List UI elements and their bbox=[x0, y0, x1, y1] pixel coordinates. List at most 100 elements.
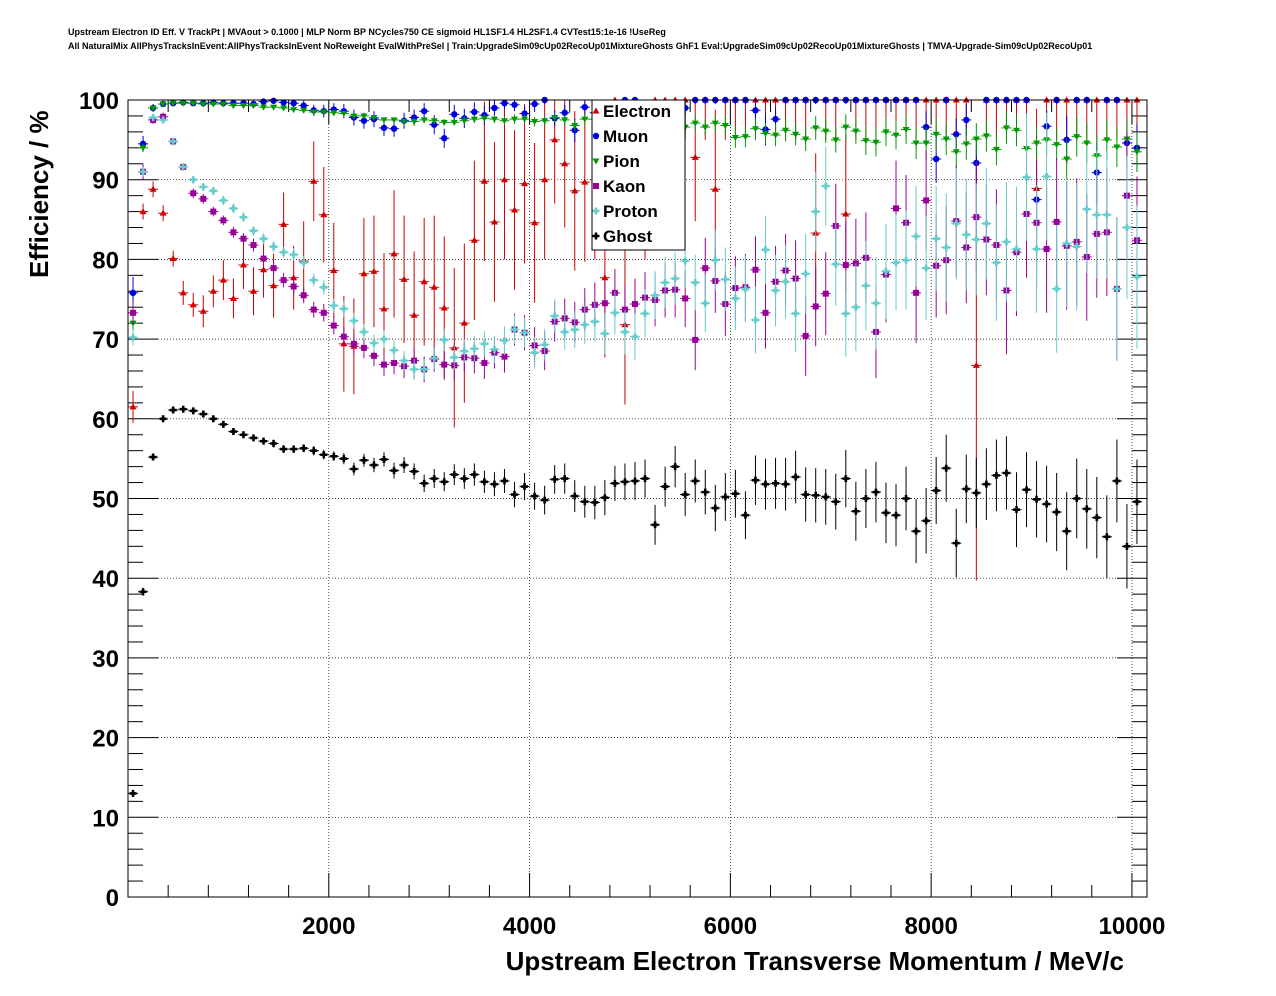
data-point bbox=[330, 267, 338, 274]
data-point bbox=[139, 208, 147, 215]
data-point bbox=[721, 275, 729, 283]
data-point bbox=[611, 479, 619, 487]
data-point bbox=[450, 119, 458, 126]
data-point bbox=[852, 507, 860, 515]
data-point bbox=[491, 104, 498, 112]
data-point bbox=[340, 455, 348, 463]
data-point bbox=[239, 431, 247, 439]
data-point bbox=[430, 283, 438, 290]
data-point bbox=[350, 340, 357, 347]
data-point bbox=[370, 267, 378, 274]
data-point bbox=[340, 333, 347, 340]
data-point bbox=[249, 227, 257, 235]
data-point bbox=[561, 328, 569, 336]
data-point bbox=[741, 134, 749, 141]
data-point bbox=[942, 136, 950, 143]
data-point bbox=[300, 444, 308, 452]
data-point bbox=[832, 498, 840, 506]
data-point bbox=[480, 115, 488, 122]
data-point bbox=[450, 353, 458, 361]
data-point bbox=[601, 494, 609, 502]
data-point bbox=[762, 130, 770, 137]
data-point bbox=[721, 123, 729, 130]
data-point bbox=[460, 118, 468, 125]
data-point bbox=[1033, 495, 1041, 503]
data-point bbox=[551, 136, 559, 143]
data-point bbox=[360, 344, 367, 351]
legend-label-proton: Proton bbox=[603, 202, 658, 221]
data-point bbox=[440, 336, 448, 344]
legend-box bbox=[591, 99, 686, 251]
data-point bbox=[741, 511, 749, 519]
data-point bbox=[129, 403, 137, 410]
data-point bbox=[200, 195, 207, 202]
data-point bbox=[1133, 498, 1141, 506]
data-point bbox=[691, 153, 699, 160]
data-point bbox=[541, 496, 549, 504]
data-point bbox=[923, 197, 930, 204]
data-point bbox=[832, 137, 840, 144]
data-point bbox=[139, 588, 147, 596]
data-point bbox=[752, 107, 759, 114]
data-point bbox=[130, 309, 137, 316]
data-point bbox=[862, 282, 870, 290]
data-point bbox=[1113, 144, 1121, 151]
data-point bbox=[360, 113, 368, 120]
data-point bbox=[551, 115, 559, 122]
data-point bbox=[762, 480, 770, 488]
data-point bbox=[199, 183, 207, 191]
data-point bbox=[310, 109, 318, 116]
data-point bbox=[892, 259, 900, 267]
data-point bbox=[1063, 527, 1071, 535]
data-point bbox=[280, 248, 288, 256]
data-point bbox=[179, 289, 187, 296]
y-tick-label: 10 bbox=[92, 805, 119, 832]
data-point bbox=[992, 259, 1000, 267]
data-point bbox=[169, 137, 177, 145]
data-point bbox=[772, 132, 780, 139]
data-point bbox=[892, 511, 900, 519]
data-point bbox=[440, 119, 448, 126]
data-point bbox=[430, 118, 438, 125]
data-point bbox=[420, 365, 428, 373]
data-point bbox=[1073, 134, 1081, 141]
data-point bbox=[1043, 500, 1051, 508]
data-point bbox=[1073, 495, 1081, 502]
data-point bbox=[521, 329, 529, 337]
data-point bbox=[631, 333, 639, 341]
data-point bbox=[842, 124, 850, 131]
data-point bbox=[350, 317, 358, 325]
data-point bbox=[139, 145, 147, 152]
data-point bbox=[129, 789, 137, 797]
data-point bbox=[802, 491, 810, 499]
data-point bbox=[310, 447, 318, 455]
legend-label-muon: Muon bbox=[603, 127, 648, 146]
data-point bbox=[952, 539, 960, 547]
data-point bbox=[882, 267, 890, 275]
data-point bbox=[330, 322, 337, 329]
data-point bbox=[902, 126, 910, 133]
data-point bbox=[460, 347, 468, 355]
data-point bbox=[1012, 127, 1020, 134]
data-point bbox=[1063, 239, 1071, 247]
data-point bbox=[561, 117, 569, 124]
data-point bbox=[893, 205, 900, 212]
data-point bbox=[270, 282, 278, 289]
data-point bbox=[772, 286, 780, 294]
legend-marker-kaon bbox=[593, 183, 599, 189]
data-point bbox=[239, 213, 247, 221]
data-point bbox=[189, 301, 197, 308]
x-axis-label: Upstream Electron Transverse Momentum / … bbox=[506, 946, 1124, 976]
data-point bbox=[1053, 508, 1061, 516]
data-point bbox=[711, 185, 719, 192]
data-point bbox=[561, 160, 569, 167]
data-point bbox=[290, 107, 298, 114]
data-point bbox=[390, 117, 398, 124]
data-point bbox=[229, 103, 237, 110]
data-point bbox=[1063, 156, 1071, 163]
data-point bbox=[169, 100, 177, 107]
data-point bbox=[962, 141, 970, 148]
data-point bbox=[982, 220, 990, 228]
x-tick-label: 2000 bbox=[302, 913, 355, 940]
